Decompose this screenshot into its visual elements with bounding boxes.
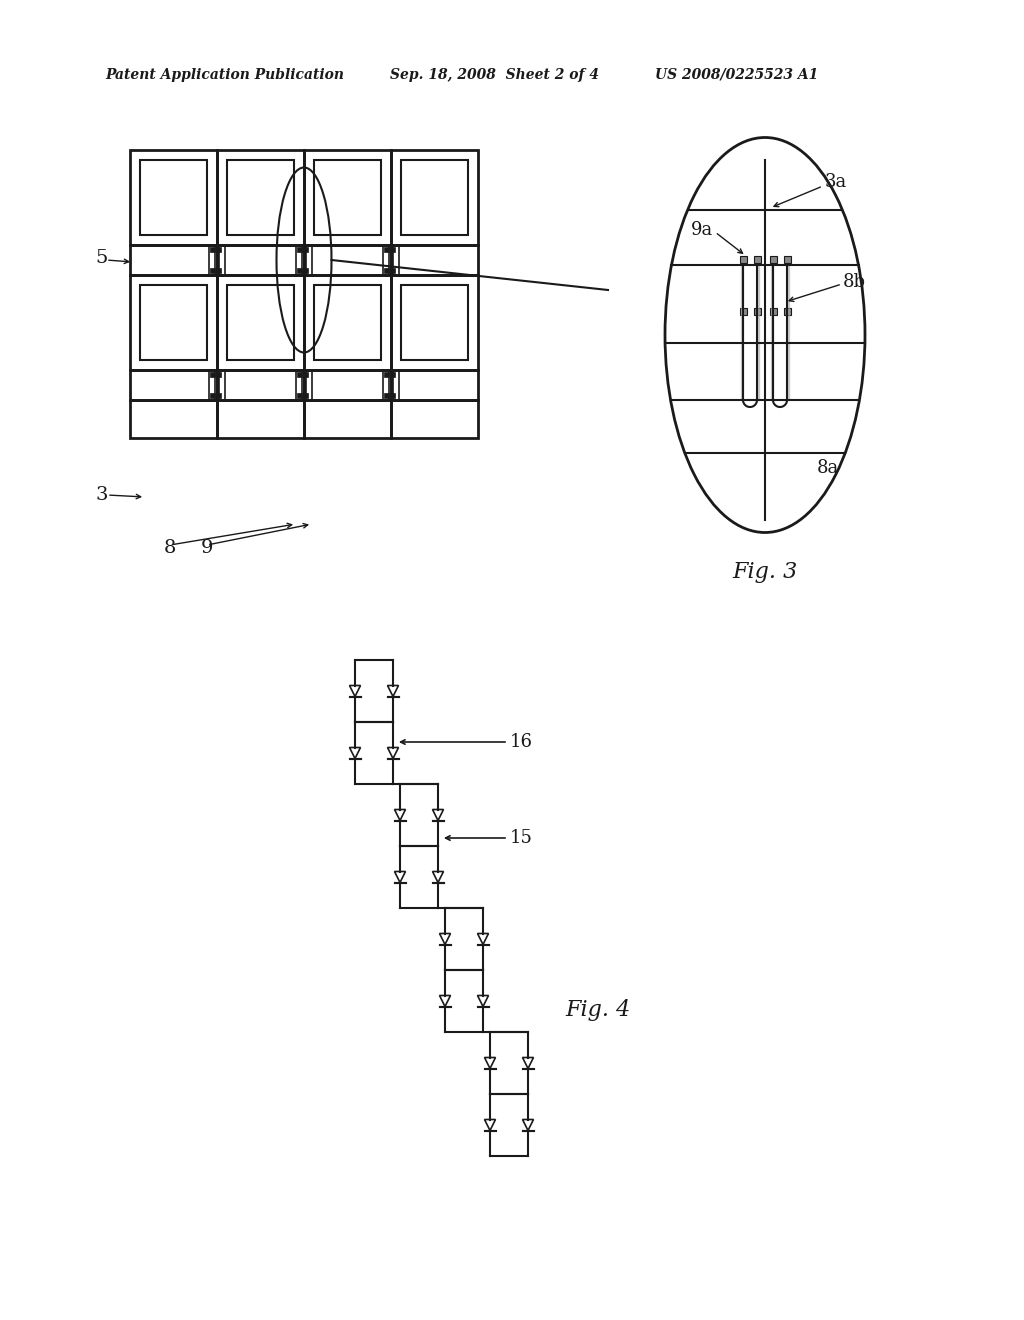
Bar bbox=[210, 268, 215, 273]
Bar bbox=[130, 246, 217, 275]
Bar bbox=[217, 370, 304, 400]
Text: 9: 9 bbox=[201, 539, 213, 557]
Bar bbox=[210, 372, 215, 378]
Bar bbox=[304, 400, 391, 438]
Bar bbox=[384, 372, 389, 378]
Bar bbox=[314, 160, 381, 235]
Bar bbox=[130, 370, 217, 400]
Text: 9a: 9a bbox=[691, 220, 713, 239]
Bar bbox=[140, 160, 207, 235]
Bar bbox=[384, 247, 389, 252]
Bar bbox=[303, 372, 308, 378]
Bar bbox=[783, 308, 791, 315]
Bar bbox=[217, 275, 304, 370]
Bar bbox=[739, 308, 746, 315]
Bar bbox=[769, 256, 776, 263]
Text: Fig. 4: Fig. 4 bbox=[565, 999, 631, 1020]
Bar bbox=[130, 150, 217, 246]
Bar bbox=[391, 150, 478, 246]
Bar bbox=[130, 400, 217, 438]
Bar bbox=[390, 393, 395, 399]
Bar bbox=[227, 160, 294, 235]
Text: US 2008/0225523 A1: US 2008/0225523 A1 bbox=[655, 69, 818, 82]
Bar bbox=[216, 372, 221, 378]
Bar bbox=[304, 150, 391, 246]
Bar bbox=[303, 393, 308, 399]
Bar bbox=[297, 268, 302, 273]
Bar bbox=[297, 247, 302, 252]
Bar bbox=[390, 268, 395, 273]
Bar bbox=[130, 275, 217, 370]
Bar bbox=[210, 393, 215, 399]
Bar bbox=[217, 246, 304, 275]
Text: 3a: 3a bbox=[825, 173, 847, 191]
Bar bbox=[783, 256, 791, 263]
Bar bbox=[391, 400, 478, 438]
Bar bbox=[216, 268, 221, 273]
Bar bbox=[297, 393, 302, 399]
Text: 8b: 8b bbox=[843, 273, 866, 290]
Bar bbox=[401, 285, 468, 360]
Bar bbox=[384, 393, 389, 399]
Bar bbox=[384, 268, 389, 273]
Bar bbox=[391, 370, 478, 400]
Bar bbox=[303, 247, 308, 252]
Text: 5: 5 bbox=[95, 249, 108, 267]
Bar bbox=[390, 372, 395, 378]
Text: 15: 15 bbox=[510, 829, 532, 847]
Bar bbox=[391, 275, 478, 370]
Text: Sep. 18, 2008  Sheet 2 of 4: Sep. 18, 2008 Sheet 2 of 4 bbox=[390, 69, 599, 82]
Bar bbox=[216, 393, 221, 399]
Bar bbox=[314, 285, 381, 360]
Bar bbox=[390, 247, 395, 252]
Bar bbox=[401, 160, 468, 235]
Bar bbox=[303, 268, 308, 273]
Bar bbox=[216, 247, 221, 252]
Bar bbox=[754, 256, 761, 263]
Bar bbox=[304, 246, 391, 275]
Text: Fig. 3: Fig. 3 bbox=[732, 561, 798, 583]
Text: 16: 16 bbox=[510, 733, 534, 751]
Bar bbox=[739, 256, 746, 263]
Text: Patent Application Publication: Patent Application Publication bbox=[105, 69, 344, 82]
Text: 8: 8 bbox=[164, 539, 176, 557]
Bar bbox=[769, 308, 776, 315]
Bar bbox=[304, 370, 391, 400]
Bar bbox=[391, 246, 478, 275]
Bar bbox=[217, 400, 304, 438]
Text: 3: 3 bbox=[95, 486, 108, 504]
Bar bbox=[210, 247, 215, 252]
Bar bbox=[227, 285, 294, 360]
Bar bbox=[297, 372, 302, 378]
Bar bbox=[304, 275, 391, 370]
Text: 8a: 8a bbox=[817, 459, 840, 477]
Bar bbox=[754, 308, 761, 315]
Bar bbox=[140, 285, 207, 360]
Bar bbox=[217, 150, 304, 246]
